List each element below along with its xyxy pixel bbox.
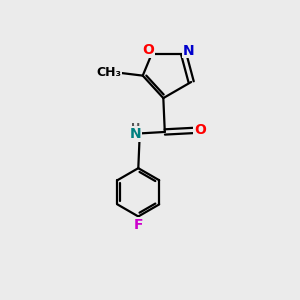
Text: F: F — [134, 218, 143, 232]
Text: N: N — [182, 44, 194, 58]
Text: H: H — [131, 123, 141, 133]
Text: O: O — [142, 43, 154, 57]
Text: O: O — [194, 124, 206, 137]
Text: CH₃: CH₃ — [97, 66, 122, 79]
Text: N: N — [130, 127, 142, 141]
